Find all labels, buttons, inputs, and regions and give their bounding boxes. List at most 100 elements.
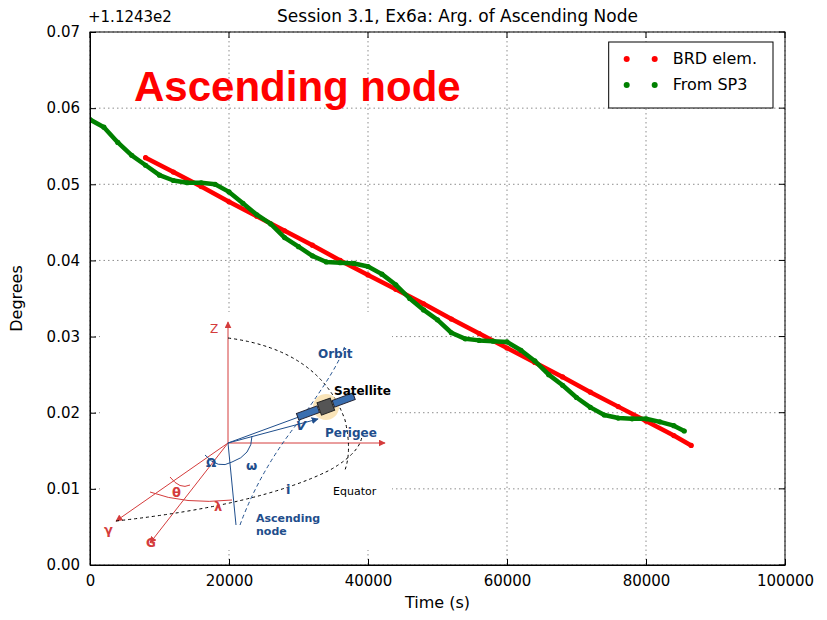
inset-perigee-line: [228, 419, 318, 443]
series-point: [226, 189, 231, 194]
series-point: [630, 416, 635, 421]
series-point: [129, 153, 134, 158]
series-point: [365, 272, 370, 277]
series-point: [365, 264, 370, 269]
plot-frame: [90, 32, 785, 565]
series-point: [689, 443, 694, 448]
x-axis: 020000400006000080000100000: [86, 559, 814, 590]
series-point: [282, 228, 287, 233]
y-tick: 0.07: [47, 23, 96, 41]
series-point: [449, 316, 454, 321]
series-point: [491, 339, 496, 344]
inset-equator: [116, 430, 362, 521]
inset-axis-z: [228, 322, 229, 443]
series-point: [588, 390, 593, 395]
series-point: [143, 163, 148, 168]
inset-node-line: [228, 443, 236, 525]
inset-label: Equator: [333, 485, 377, 498]
series-point: [671, 433, 676, 438]
x-tick: 80000: [623, 559, 671, 590]
y-tick-label: 0.00: [47, 556, 80, 574]
legend-marker: [652, 56, 658, 62]
y-axis-title: Degrees: [7, 265, 26, 332]
inset-label: γ: [104, 522, 113, 537]
inset-axis-gamma: [116, 443, 228, 521]
series-point: [671, 423, 676, 428]
x-tick-mark-top: [368, 32, 369, 38]
x-tick-mark-top: [90, 32, 91, 38]
x-tick-mark: [785, 559, 786, 565]
x-tick-label: 100000: [757, 572, 814, 590]
y-tick: 0.04: [47, 252, 96, 270]
series-point: [504, 345, 509, 350]
x-tick: 40000: [345, 559, 393, 590]
inset-label: θ: [172, 485, 181, 500]
x-tick: 20000: [206, 559, 254, 590]
plot-background: [90, 32, 785, 565]
series-point: [463, 336, 468, 341]
inset-label: Satellite: [334, 384, 391, 398]
series-point: [324, 259, 329, 264]
series-point: [407, 296, 412, 301]
x-tick-label: 20000: [206, 572, 254, 590]
x-tick: 100000: [757, 559, 814, 590]
annotation: Ascending node: [134, 63, 461, 110]
x-tick-mark-top: [785, 32, 786, 38]
y-tick: 0.03: [47, 328, 96, 346]
series-point: [588, 405, 593, 410]
y-tick-mark: [90, 260, 96, 261]
chart-title: Session 3.1, Ex6a: Arg. of Ascending Nod…: [277, 6, 638, 26]
series-point: [435, 317, 440, 322]
series-point: [171, 178, 176, 183]
series-point: [449, 330, 454, 335]
series-point: [532, 358, 537, 363]
x-tick-mark: [507, 559, 508, 565]
inset-label: Z: [210, 322, 218, 336]
inset-label: Perigee: [325, 426, 377, 440]
series-point: [254, 212, 259, 217]
x-tick-mark: [368, 559, 369, 565]
y-axis-line: [90, 33, 91, 566]
series-point: [574, 395, 579, 400]
y-tick-label: 0.06: [47, 99, 80, 117]
series-point: [421, 307, 426, 312]
series-point: [477, 338, 482, 343]
inset-label: i: [286, 482, 290, 497]
inset-label: V: [296, 418, 307, 433]
series-point: [143, 155, 148, 160]
y-tick-label: 0.02: [47, 404, 80, 422]
inset-background: [100, 312, 392, 550]
series-point: [518, 348, 523, 353]
y-tick-mark-right: [779, 412, 785, 413]
y-tick-mark: [90, 413, 96, 414]
y-tick-mark-right: [779, 260, 785, 261]
series-point: [296, 244, 301, 249]
series-point: [282, 235, 287, 240]
inset-label: Orbit: [318, 347, 353, 361]
series-point: [546, 372, 551, 377]
x-tick-mark: [229, 559, 230, 565]
series-point: [199, 180, 204, 185]
series-point: [240, 201, 245, 206]
x-tick-label: 80000: [623, 572, 671, 590]
series-point: [379, 272, 384, 277]
series-point: [477, 331, 482, 336]
y-tick-mark-right: [779, 32, 785, 33]
series-point: [560, 383, 565, 388]
y-tick-mark-right: [779, 184, 785, 185]
axis-offset: +1.1243e2: [88, 8, 172, 26]
series-point: [616, 404, 621, 409]
y-tick-label: 0.04: [47, 252, 80, 270]
x-tick-mark-top: [646, 32, 647, 38]
series-point: [268, 221, 273, 226]
y-tick-mark: [90, 337, 96, 338]
legend: BRD elem.From SP3: [609, 42, 773, 108]
series-point: [682, 428, 687, 433]
x-tick-mark-top: [229, 32, 230, 38]
x-axis-line: [91, 565, 786, 566]
y-tick-label: 0.03: [47, 328, 80, 346]
y-tick: 0.00: [47, 556, 96, 574]
x-tick-mark: [646, 559, 647, 565]
inset-label: ω: [246, 458, 257, 473]
series-point: [338, 260, 343, 265]
